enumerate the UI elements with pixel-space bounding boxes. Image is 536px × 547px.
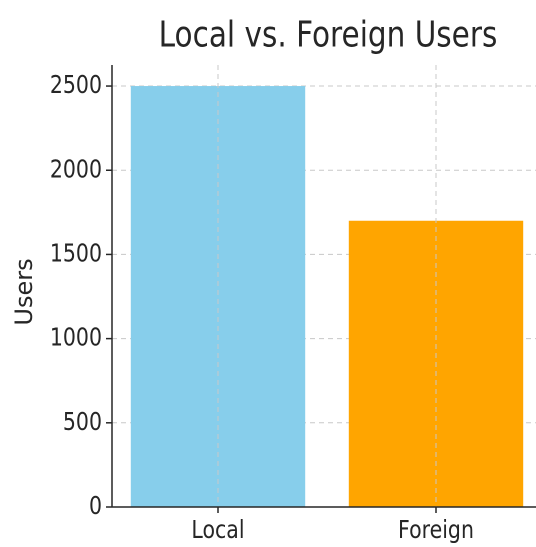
y-tick-label: 1000 [50,324,102,352]
y-tick-label: 2500 [50,71,102,99]
x-tick-label: Foreign [398,516,474,544]
y-tick-label: 2000 [50,155,102,183]
y-tick-label: 1500 [50,240,102,268]
x-tick-label: Local [191,516,244,544]
chart-title: Local vs. Foreign Users [159,12,498,55]
y-tick-label: 500 [63,408,102,436]
y-axis-label: Users [10,258,38,325]
y-tick-label: 0 [89,492,102,520]
